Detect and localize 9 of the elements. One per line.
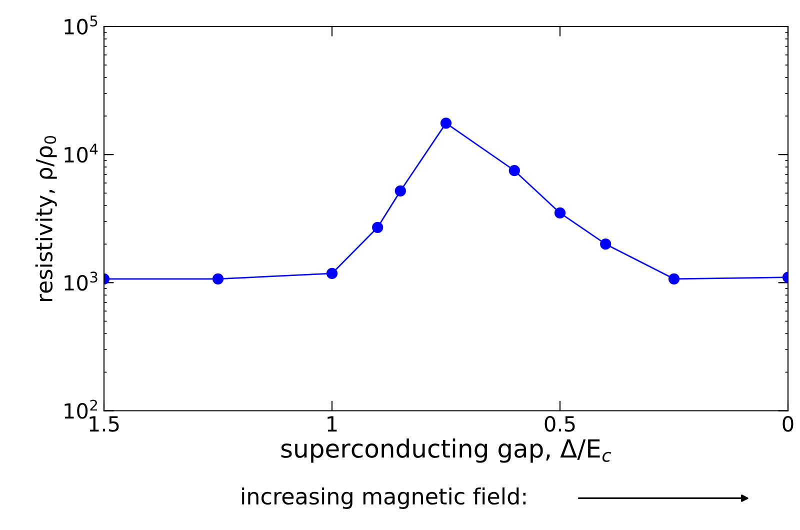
x-tick-label: 1 bbox=[328, 416, 337, 432]
x-tick-label: 0.5 bbox=[544, 416, 575, 432]
y-tick-label: 10$^{4}$ bbox=[64, 144, 98, 163]
y-axis-title: resistivity, ρ/ρ$_{0}$ bbox=[35, 136, 57, 302]
text: increasing magnetic field: bbox=[242, 487, 526, 509]
x-axis-title: superconducting gap, Δ/E$_{c}$ bbox=[281, 438, 612, 463]
x-tick-label: 0 bbox=[782, 416, 794, 432]
y-tick-label: 10$^{5}$ bbox=[64, 16, 98, 35]
y-tick-label: 10$^{3}$ bbox=[64, 272, 98, 291]
